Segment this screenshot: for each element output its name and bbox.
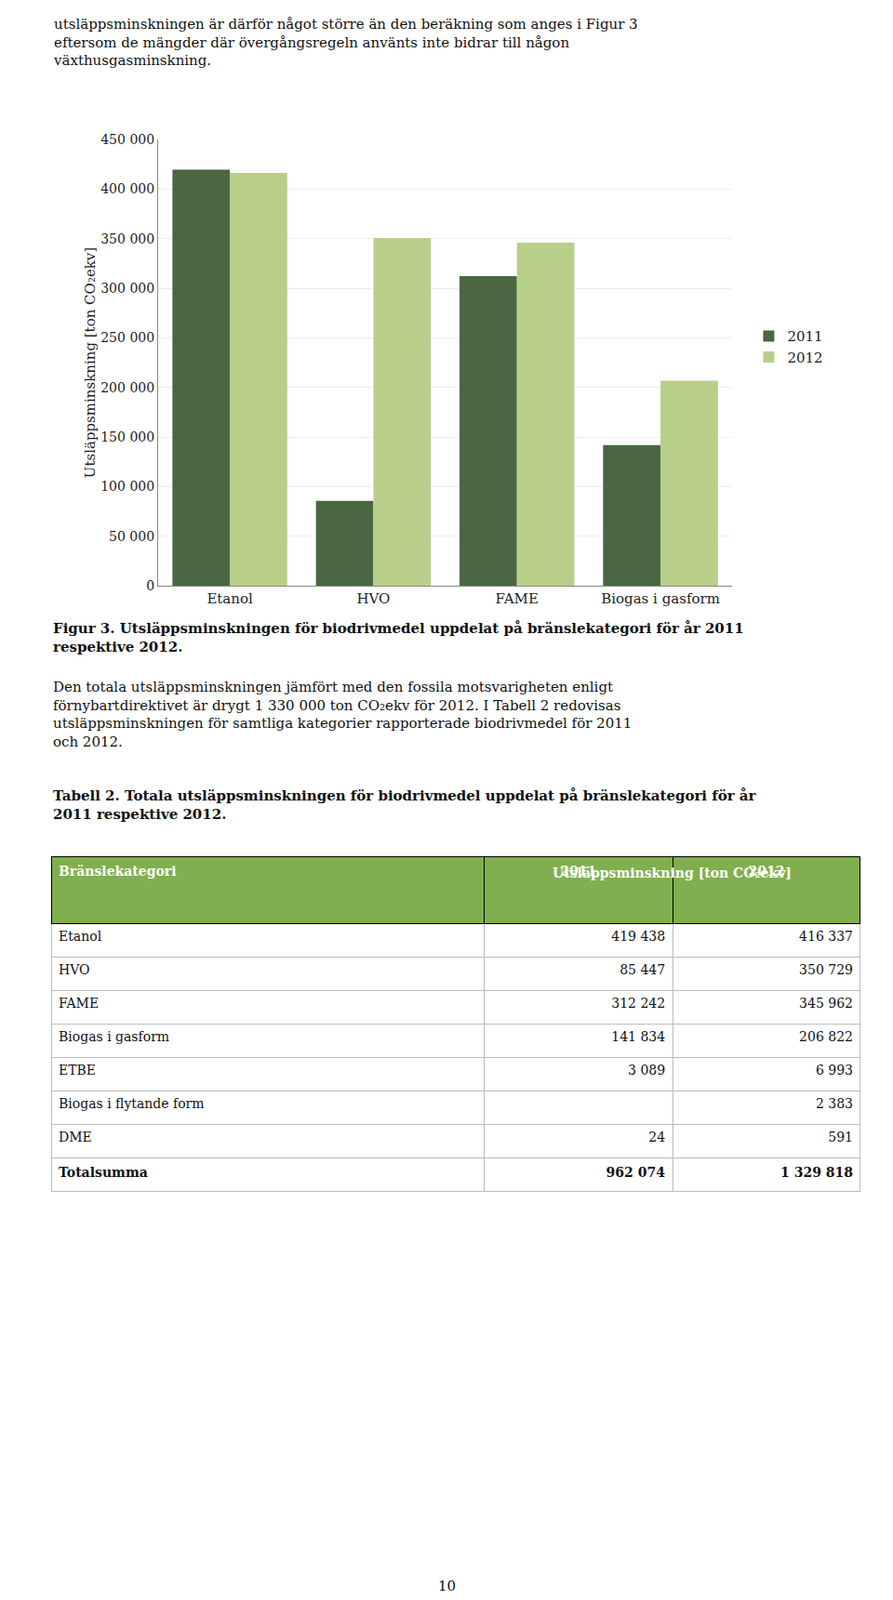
svg-text:1 329 818: 1 329 818 [780, 1165, 854, 1181]
svg-text:450 000: 450 000 [100, 132, 155, 147]
svg-text:2011: 2011 [559, 864, 597, 880]
svg-text:312 242: 312 242 [611, 996, 666, 1012]
svg-text:50 000: 50 000 [108, 529, 155, 545]
svg-text:Biogas i gasform: Biogas i gasform [58, 1029, 170, 1045]
svg-text:Utsläppsminskning [ton CO₂ekv]: Utsläppsminskning [ton CO₂ekv] [81, 247, 99, 479]
svg-text:24: 24 [648, 1130, 666, 1146]
svg-text:3 089: 3 089 [627, 1063, 666, 1079]
svg-text:962 074: 962 074 [606, 1165, 667, 1181]
svg-text:Bränslekategori: Bränslekategori [58, 864, 177, 880]
svg-text:HVO: HVO [356, 590, 390, 608]
svg-text:206 822: 206 822 [799, 1029, 854, 1045]
svg-text:Den totala utsläppsminskningen: Den totala utsläppsminskningen jämfört m… [53, 679, 632, 751]
svg-text:0: 0 [146, 578, 155, 594]
svg-text:416 337: 416 337 [799, 929, 854, 945]
svg-text:2012: 2012 [786, 349, 823, 367]
svg-text:2012: 2012 [748, 864, 786, 880]
svg-text:141 834: 141 834 [611, 1029, 666, 1045]
svg-text:345 962: 345 962 [799, 996, 854, 1012]
svg-text:350 729: 350 729 [799, 962, 854, 978]
svg-text:Biogas i flytande form: Biogas i flytande form [58, 1096, 205, 1112]
svg-text:85 447: 85 447 [619, 962, 666, 978]
svg-text:FAME: FAME [495, 590, 539, 608]
svg-text:2 383: 2 383 [815, 1096, 854, 1112]
svg-text:Totalsumma: Totalsumma [58, 1165, 148, 1181]
svg-text:350 000: 350 000 [100, 231, 155, 247]
svg-text:10: 10 [438, 1578, 456, 1596]
svg-text:Biogas i gasform: Biogas i gasform [600, 590, 720, 608]
svg-text:150 000: 150 000 [100, 429, 155, 445]
svg-text:Figur 3. Utsläppsminskningen f: Figur 3. Utsläppsminskningen för biodriv… [53, 620, 745, 656]
svg-text:ETBE: ETBE [58, 1063, 96, 1079]
svg-text:Etanol: Etanol [206, 590, 254, 608]
svg-text:HVO: HVO [58, 962, 91, 978]
svg-text:utsläppsminskningen är därför: utsläppsminskningen är därför något stör… [53, 15, 639, 69]
svg-text:200 000: 200 000 [100, 380, 155, 396]
svg-text:591: 591 [827, 1130, 854, 1146]
svg-text:Utsläppsminskning [ton CO₂ekv]: Utsläppsminskning [ton CO₂ekv] [552, 866, 792, 881]
svg-text:400 000: 400 000 [100, 181, 155, 197]
svg-text:250 000: 250 000 [100, 330, 155, 346]
svg-text:100 000: 100 000 [100, 479, 155, 494]
svg-text:419 438: 419 438 [611, 929, 666, 945]
svg-text:300 000: 300 000 [100, 280, 155, 296]
svg-text:Etanol: Etanol [58, 929, 103, 945]
svg-text:Tabell 2. Totala utsläppsminsk: Tabell 2. Totala utsläppsminskningen för… [53, 787, 758, 824]
svg-text:6 993: 6 993 [815, 1063, 854, 1079]
svg-text:DME: DME [58, 1130, 93, 1146]
svg-text:2011: 2011 [786, 328, 823, 346]
svg-text:FAME: FAME [58, 996, 99, 1012]
